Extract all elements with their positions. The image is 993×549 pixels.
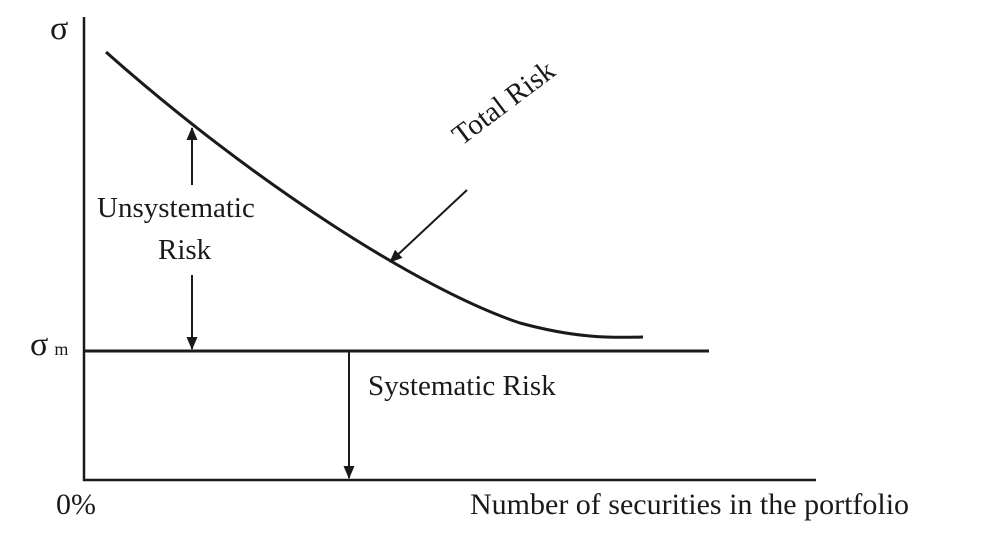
origin-label: 0%	[56, 488, 96, 521]
systematic-risk-label: Systematic Risk	[368, 370, 556, 402]
unsystematic-label-line2: Risk	[158, 234, 212, 266]
total-risk-pointer-arrow	[389, 189, 468, 263]
market-risk-subscript: m	[54, 339, 69, 359]
market-risk-symbol: σ	[30, 326, 49, 363]
x-axis-label: Number of securities in the portfolio	[470, 488, 910, 521]
y-axis-label: σ	[50, 10, 69, 47]
unsystematic-label-line1: Unsystematic	[97, 192, 255, 224]
total-risk-curve	[105, 50, 644, 339]
